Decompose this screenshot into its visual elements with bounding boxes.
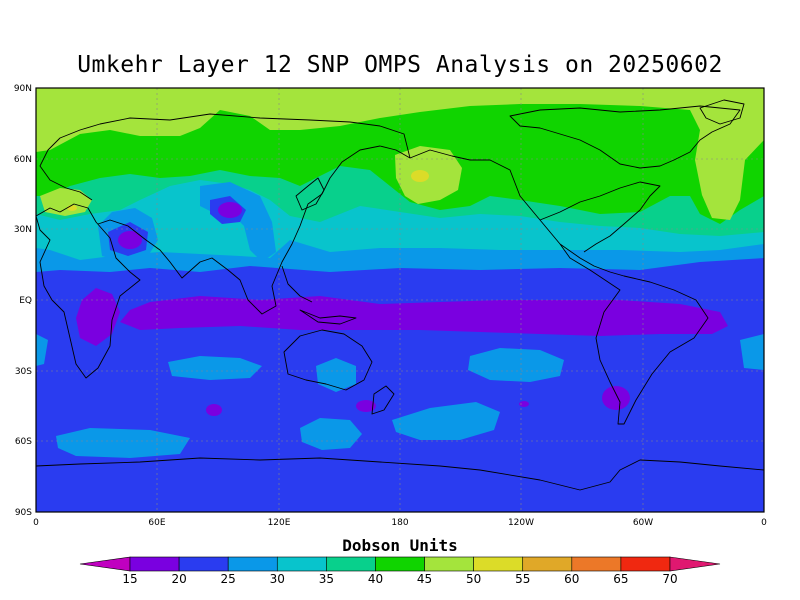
colorbar-max-arrow: [669, 556, 721, 572]
lat-tick-label: 60N: [14, 155, 32, 165]
lon-tick-label: 60W: [633, 518, 653, 528]
colorbar-swatch: [129, 556, 180, 572]
lat-tick-label: 90N: [14, 84, 32, 94]
contour-15-20-tibet: [218, 202, 242, 218]
colorbar-tick-label: 30: [270, 572, 285, 586]
lat-axis: 90N 60N 30N EQ 30S 60S 90S: [14, 84, 32, 518]
lon-tick-label: 0: [761, 518, 767, 528]
contour-25-30-atlantic-s2: [36, 334, 48, 366]
colorbar-swatch: [571, 556, 622, 572]
chart-title: Umkehr Layer 12 SNP OMPS Analysis on 202…: [77, 52, 723, 78]
contour-50-55-bering: [411, 170, 429, 182]
colorbar-tick-label: 45: [417, 572, 432, 586]
lat-tick-label: 30S: [15, 367, 32, 377]
contour-50-55-europe: [67, 205, 77, 211]
lat-tick-label: 90S: [15, 508, 32, 518]
contour-25-30-southern-2: [300, 418, 362, 450]
colorbar-tick-label: 60: [564, 572, 579, 586]
lon-tick-label: 0: [33, 518, 39, 528]
contour-15-20-indian: [206, 404, 222, 416]
colorbar-swatch: [473, 556, 524, 572]
contour-25-30-aus-s: [316, 358, 356, 392]
colorbar-tick-label: 40: [368, 572, 383, 586]
lat-tick-label: 30N: [14, 225, 32, 235]
contour-15-20-arabia: [118, 231, 142, 249]
map-frame: [35, 87, 765, 513]
contour-15-20-pac: [519, 401, 529, 407]
graticule: [36, 88, 764, 512]
contour-15-20-africa: [76, 288, 120, 346]
contour-15-20-nz: [356, 400, 376, 412]
contour-25-30-atlantic-s: [740, 334, 764, 370]
colorbar-tick-label: 50: [466, 572, 481, 586]
colorbar-tick-label: 35: [319, 572, 334, 586]
colorbar-tick-label: 15: [122, 572, 137, 586]
colorbar-tick-label: 55: [515, 572, 530, 586]
lon-axis: 0 60E 120E 180 120W 60W 0: [33, 518, 767, 528]
contour-15-20-tropics: [120, 296, 728, 336]
lon-tick-label: 60E: [148, 518, 165, 528]
lon-tick-label: 120W: [508, 518, 534, 528]
lat-tick-label: 60S: [15, 437, 32, 447]
colorbar-min-arrow: [79, 556, 131, 572]
contour-25-30-indian-s: [168, 356, 262, 380]
colorbar-swatch: [620, 556, 671, 572]
lon-tick-label: 120E: [268, 518, 291, 528]
colorbar-swatch: [522, 556, 573, 572]
colorbar-tick-label: 65: [613, 572, 628, 586]
contour-25-30-southern-3: [392, 402, 500, 440]
units-label: Dobson Units: [342, 536, 458, 555]
colorbar-swatch: [375, 556, 425, 572]
colorbar: 15 20 25 30 35 40 45 50 55 60 65 70: [79, 556, 721, 586]
contour-25-30-pacific-s: [468, 348, 564, 382]
colorbar-tick-label: 20: [171, 572, 186, 586]
lon-tick-label: 180: [391, 518, 408, 528]
colorbar-swatch: [178, 556, 229, 572]
lat-tick-label: EQ: [19, 296, 32, 306]
contour-15-20-sa: [602, 386, 630, 410]
colorbar-tick-label: 25: [221, 572, 236, 586]
coastlines: [36, 99, 764, 491]
colorbar-swatch: [326, 556, 376, 572]
colorbar-swatch: [276, 556, 327, 572]
colorbar-swatch: [424, 556, 474, 572]
colorbar-swatch: [227, 556, 278, 572]
colorbar-tick-label: 70: [662, 572, 677, 586]
contour-25-30-southern-1: [56, 428, 190, 458]
